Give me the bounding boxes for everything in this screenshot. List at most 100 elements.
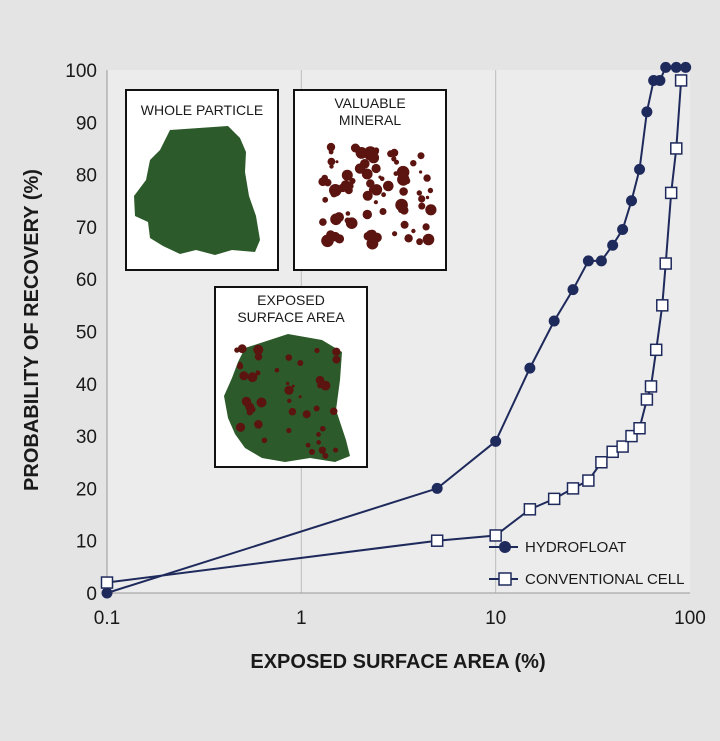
mineral-grain [425, 195, 430, 200]
mineral-grain [416, 190, 422, 196]
exposed-grain [284, 385, 294, 395]
inset-title-line: EXPOSED [257, 292, 325, 308]
mineral-grain [394, 159, 399, 165]
exposed-grain [313, 405, 320, 412]
y-tick-label: 60 [76, 270, 97, 291]
mineral-grain [329, 164, 334, 169]
exposed-grain [291, 384, 295, 388]
particle-icon [134, 126, 260, 255]
y-tick-label: 40 [76, 375, 97, 396]
exposed-grain [255, 370, 261, 376]
x-tick-label: 1 [296, 608, 307, 629]
mineral-grain [395, 198, 408, 212]
mineral-grain [392, 231, 398, 237]
exposed-grain [316, 440, 322, 445]
exposed-grain [318, 446, 327, 454]
mineral-grain [330, 190, 338, 198]
data-point-hydrofloat [431, 482, 443, 494]
mineral-grain [370, 184, 383, 196]
data-point-conventional-cell [582, 474, 595, 487]
exposed-grain [239, 371, 249, 381]
mineral-grain [400, 220, 409, 229]
inset-valuable-mineral: VALUABLE MINERAL [293, 89, 447, 271]
mineral-grain [417, 152, 425, 160]
mineral-grain [404, 234, 413, 243]
mineral-grain [344, 183, 349, 187]
mineral-grain [362, 190, 373, 201]
data-point-hydrofloat [617, 224, 629, 236]
mineral-grain [411, 228, 416, 234]
exposed-grain [256, 397, 267, 408]
exposed-grain [234, 347, 240, 353]
data-point-conventional-cell [566, 482, 580, 495]
x-tick-label: 100 [674, 608, 706, 629]
mineral-grain [428, 209, 434, 215]
x-tick-labels: 0.1 1 10 100 [94, 608, 706, 629]
mineral-grain [418, 202, 426, 210]
legend-label-conventional: CONVENTIONAL CELL [525, 571, 685, 588]
mineral-grain [422, 233, 435, 246]
y-tick-label: 90 [76, 113, 97, 134]
data-point-hydrofloat [595, 255, 607, 267]
exposed-grain [320, 425, 326, 432]
exposed-grains-icon [234, 344, 341, 459]
exposed-particle-icon [224, 334, 350, 462]
data-point-conventional-cell [489, 529, 502, 542]
exposed-grain [237, 363, 244, 370]
mineral-grain [425, 204, 437, 216]
exposed-grain [249, 406, 256, 413]
mineral-grain [326, 142, 336, 152]
mineral-grain [368, 187, 375, 193]
data-point-conventional-cell [644, 380, 658, 393]
exposed-grain [287, 398, 292, 403]
exposed-grain [298, 395, 302, 399]
mineral-grain [361, 168, 373, 180]
exposed-grain [314, 347, 320, 354]
mineral-grain [383, 180, 394, 192]
mineral-grain [350, 143, 360, 153]
data-point-hydrofloat [582, 255, 594, 267]
mineral-grain [416, 238, 423, 246]
data-point-conventional-cell [595, 456, 608, 469]
exposed-grain [235, 422, 246, 432]
mineral-grain [344, 217, 351, 224]
exposed-grain [297, 360, 304, 366]
mineral-grain [366, 179, 375, 188]
exposed-grain [241, 396, 252, 407]
exposed-grain [305, 442, 311, 448]
data-point-conventional-cell [649, 343, 663, 357]
mineral-grain [423, 174, 431, 182]
x-tick-label: 10 [485, 608, 506, 629]
mineral-grains-icon [318, 142, 437, 250]
exposed-grain [322, 452, 329, 459]
y-tick-label: 100 [65, 61, 97, 82]
mineral-grain [363, 231, 373, 241]
data-point-hydrofloat [641, 106, 653, 118]
data-point-hydrofloat [634, 163, 646, 175]
data-point-hydrofloat [680, 61, 692, 73]
mineral-grain [422, 223, 430, 231]
mineral-grain [364, 146, 377, 160]
exposed-grain [286, 427, 292, 434]
mineral-grain [328, 149, 334, 155]
data-point-conventional-cell [633, 422, 646, 435]
exposed-grain [237, 344, 247, 354]
exposed-grain [274, 367, 280, 373]
exposed-grain [254, 352, 263, 361]
y-axis-title: PROBABILITY OF RECOVERY (%) [21, 169, 43, 491]
mineral-grain [322, 196, 329, 203]
y-tick-label: 70 [76, 218, 97, 239]
data-point-conventional-cell [664, 186, 678, 200]
mineral-grain [381, 192, 386, 198]
mineral-grain [349, 177, 356, 185]
mineral-grain [371, 163, 381, 174]
series-layer [100, 61, 692, 599]
mineral-grain [334, 234, 345, 244]
data-point-hydrofloat [524, 362, 536, 374]
exposed-grain [333, 447, 339, 453]
mineral-grain [327, 157, 336, 166]
data-point-conventional-cell [674, 74, 688, 87]
inset-title-line: MINERAL [339, 112, 401, 128]
y-tick-labels: 0 10 20 30 40 50 60 70 80 90 100 [65, 61, 97, 605]
inset-exposed-surface: EXPOSED SURFACE AREA [214, 286, 368, 468]
